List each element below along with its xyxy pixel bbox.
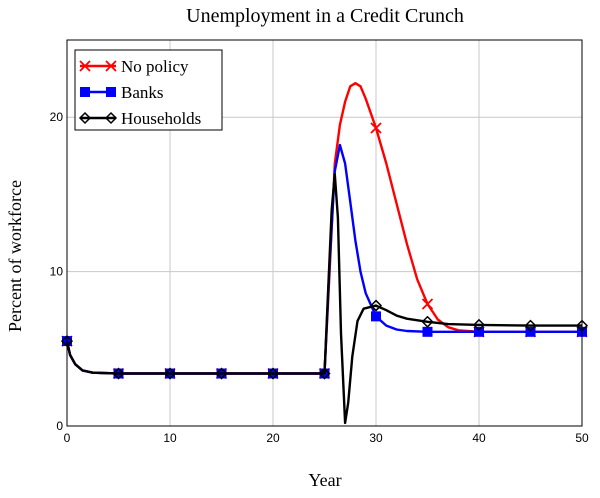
y-axis-label: Percent of workforce [5,180,25,332]
data-point [266,367,280,380]
data-point [422,326,433,337]
x-tick-label: 10 [163,431,177,445]
data-point [369,299,383,312]
data-point [370,122,382,134]
y-tick-label: 0 [56,419,63,433]
x-tick-label: 20 [266,431,280,445]
data-point [524,319,537,332]
legend-marker [80,87,90,97]
legend-box [74,49,223,131]
legend-marker [78,111,92,125]
series-line [65,173,582,425]
series-layer [60,82,589,425]
data-point [421,298,434,310]
data-point [215,367,228,380]
y-tick-label: 10 [50,265,64,279]
series-line [65,143,582,375]
legend-item: Households [78,109,201,128]
legend-item: Banks [80,83,164,102]
plot-frame [66,39,583,427]
x-tick-label: 50 [575,431,589,445]
legend-label: Households [121,109,201,128]
tick-labels: 0 10 20 30 40 50 0 10 20 [50,110,589,445]
x-tick-label: 30 [369,431,383,445]
series-banks [62,143,587,379]
data-point [371,311,381,322]
legend-marker [104,111,118,125]
data-point [472,318,486,331]
x-tick-label: 40 [472,431,486,445]
y-tick-label: 20 [50,110,64,124]
legend-label: No policy [121,57,189,76]
data-point [163,367,177,380]
legend: No policy Banks Households [74,49,223,131]
data-point [421,315,434,328]
legend-marker [105,60,117,72]
x-axis-label: Year [308,470,341,490]
data-point [525,326,536,337]
legend-marker [106,87,116,97]
x-tick-label: 0 [64,431,71,445]
chart-title: Unemployment in a Credit Crunch [186,5,464,27]
data-point [318,367,331,380]
series-households [60,173,589,425]
data-point [112,367,125,380]
legend-item: No policy [79,57,189,76]
legend-label: Banks [121,83,164,102]
legend-marker [79,60,91,72]
data-point [474,326,484,337]
